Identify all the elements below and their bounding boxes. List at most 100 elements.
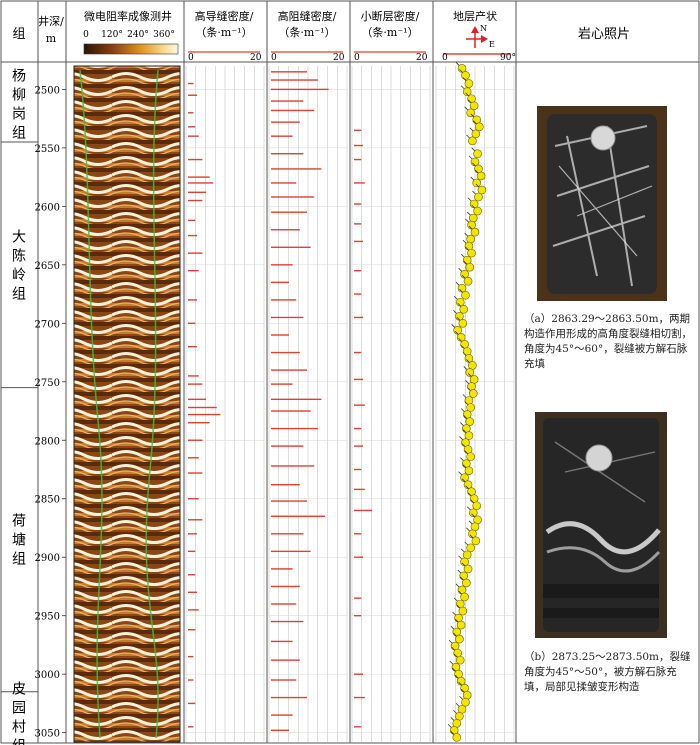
density-bar — [271, 109, 315, 112]
image-color-scale: 0 120° 240° 360° — [83, 30, 179, 55]
photos-header: 岩心照片 — [578, 27, 630, 42]
high-conductive-header-line1: 高导缝密度/ — [195, 9, 254, 23]
density-bar — [271, 369, 307, 371]
density-bar — [271, 620, 304, 623]
density-axis-max: 20 — [333, 53, 345, 63]
dip-point — [477, 185, 487, 195]
dip-point — [461, 71, 470, 80]
density-bar — [188, 252, 203, 254]
density-bar — [354, 556, 363, 558]
photo-a-caption-line: 角度为45°～60°，裂缝被方解石脉 — [524, 343, 688, 355]
density-bar — [354, 203, 362, 205]
density-bar — [188, 375, 199, 377]
density-bar — [188, 457, 199, 459]
density-bar — [188, 519, 203, 521]
density-axis-max: 20 — [250, 53, 262, 63]
density-bar — [188, 574, 196, 576]
density-bar — [188, 82, 194, 85]
track-grids — [185, 66, 515, 742]
dip-point — [473, 149, 482, 159]
density-bar — [188, 629, 196, 631]
formation-char: 荷 — [12, 514, 26, 530]
density-bar — [188, 439, 203, 441]
density-bar — [271, 334, 289, 336]
density-bar — [271, 100, 304, 102]
density-bar — [271, 88, 329, 91]
dip-point — [471, 536, 481, 546]
density-bar — [354, 293, 362, 295]
depth-label: 2900 — [35, 553, 60, 564]
density-bar — [271, 71, 307, 73]
density-bar — [271, 121, 300, 123]
depth-label: 2700 — [35, 319, 60, 330]
density-bar — [188, 158, 203, 161]
dip-point — [468, 508, 478, 518]
formation-char: 组 — [12, 286, 26, 302]
dip-point — [467, 248, 476, 258]
scale-tick-240: 240° — [127, 30, 149, 40]
density-axis-max: 20 — [416, 53, 428, 63]
density-bar — [188, 322, 196, 325]
density-bar — [271, 465, 315, 467]
density-bars — [188, 71, 372, 732]
dip-point — [465, 368, 475, 377]
formation-char: 岭 — [12, 267, 26, 283]
density-bar — [188, 679, 194, 681]
density-bar — [188, 726, 194, 728]
depth-label: 2850 — [35, 495, 60, 506]
photo-b-caption-line: 角度为45°～50°，被方解石脉充 — [524, 666, 677, 678]
density-bar — [354, 597, 362, 599]
depth-label: 2550 — [35, 144, 60, 155]
density-bar — [271, 316, 304, 319]
photo-a-caption-line: （a）2863.29～2863.50m，两期 — [524, 313, 691, 325]
formation-char: 杨 — [12, 69, 26, 85]
density-bar — [188, 94, 197, 96]
density-bar — [271, 533, 304, 535]
density-bar — [271, 135, 293, 137]
depth-label: 2800 — [35, 436, 60, 447]
density-bar — [188, 550, 196, 553]
density-bar — [271, 585, 300, 588]
density-bar — [188, 398, 206, 401]
density-bar — [271, 398, 322, 401]
photo-a-caption-line: 充填 — [524, 358, 545, 370]
density-bar — [188, 413, 221, 416]
compass-icon: N E — [466, 24, 495, 49]
density-bar — [354, 316, 363, 319]
density-bar — [271, 603, 297, 605]
dip-tadpoles — [447, 62, 487, 742]
density-bar — [188, 182, 214, 184]
dip-point — [462, 578, 471, 588]
density-bar — [354, 673, 363, 675]
formation-char: 塘 — [12, 533, 26, 549]
density-bar — [271, 281, 289, 284]
density-bar — [354, 269, 362, 272]
dip-point — [456, 620, 466, 630]
depth-header-line1: 井深/ — [38, 14, 64, 28]
resistivity-image-strip — [73, 65, 181, 743]
density-bar — [188, 383, 203, 385]
core-photo-b — [535, 412, 667, 638]
density-bar — [354, 240, 363, 243]
photo-a-caption: （a）2863.29～2863.50m，两期 构造作用形成的高角度裂缝相切割， … — [524, 312, 696, 372]
density-bar — [354, 351, 362, 354]
density-bar — [271, 246, 311, 248]
density-axes: 0 20 0 20 0 20 — [188, 51, 428, 63]
dip-point — [452, 733, 462, 742]
density-axis-min: 0 — [354, 53, 360, 63]
formation-char: 柳 — [12, 87, 26, 104]
density-bar — [188, 269, 199, 272]
density-bar — [271, 427, 318, 430]
density-bar — [188, 234, 197, 237]
dip-point — [460, 592, 469, 602]
scale-tick-360: 360° — [153, 30, 175, 40]
density-bar — [271, 168, 322, 170]
dip-point — [466, 234, 475, 244]
density-bar — [188, 533, 197, 535]
formation-char: 组 — [12, 126, 26, 142]
dip-point — [466, 543, 475, 553]
density-bar — [271, 500, 307, 502]
formation-column: 杨柳岗组大陈岭组荷塘组皮园村组 — [1, 69, 38, 745]
